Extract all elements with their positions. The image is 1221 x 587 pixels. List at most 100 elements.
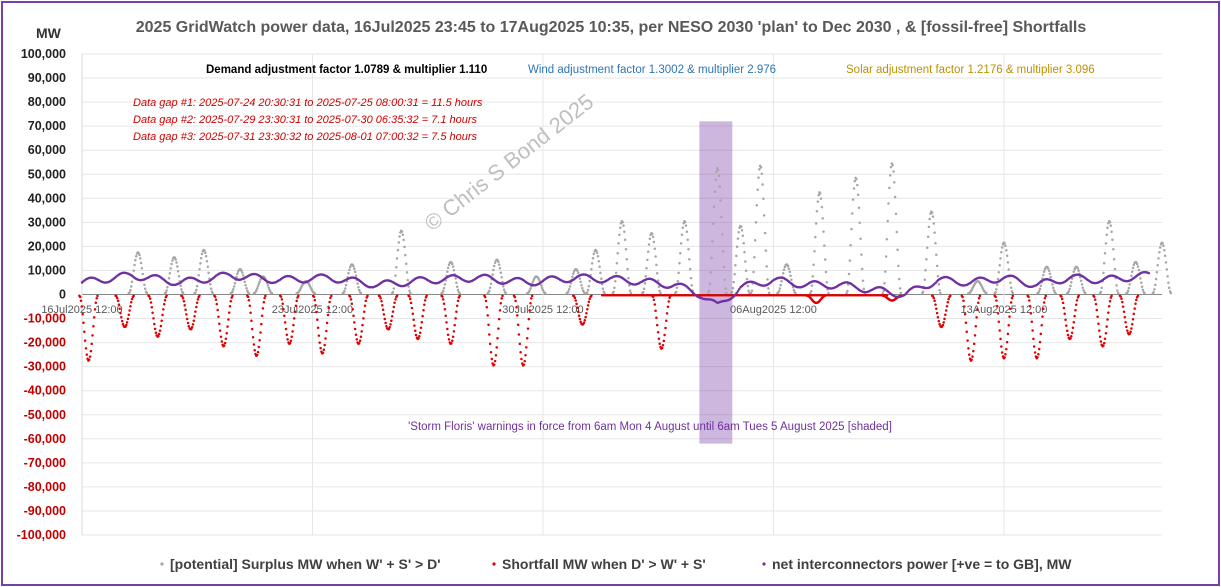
shortfall-point xyxy=(222,344,226,347)
y-tick-label: 50,000 xyxy=(28,167,66,181)
shortfall-point xyxy=(327,306,331,310)
shortfall-point xyxy=(362,310,366,314)
surplus-point xyxy=(851,198,855,201)
surplus-point xyxy=(937,283,941,286)
surplus-point xyxy=(709,271,712,274)
shortfall-point xyxy=(967,353,971,356)
shortfall-point xyxy=(655,316,658,319)
surplus-point xyxy=(651,235,655,239)
surplus-point xyxy=(654,255,657,258)
surplus-point xyxy=(357,288,361,292)
surplus-point xyxy=(1047,269,1051,272)
y-tick-label: -100,000 xyxy=(17,528,66,542)
shortfall-point xyxy=(524,353,527,357)
shortfall-point xyxy=(262,301,266,304)
shortfall-point xyxy=(935,307,938,310)
shortfall-point xyxy=(1010,296,1014,300)
shortfall-point xyxy=(1098,329,1101,332)
shortfall-point xyxy=(494,353,498,357)
surplus-point xyxy=(715,170,718,173)
surplus-point xyxy=(1167,281,1170,284)
surplus-point xyxy=(447,263,451,267)
shortfall-point xyxy=(932,296,936,300)
shortfall-point xyxy=(261,307,265,310)
shortfall-point xyxy=(390,319,393,322)
shortfall-point xyxy=(115,296,119,300)
surplus-point xyxy=(198,267,201,271)
surplus-point xyxy=(655,271,659,275)
surplus-point xyxy=(708,282,712,285)
shortfall-point xyxy=(655,323,659,327)
surplus-point xyxy=(1072,270,1076,274)
shortfall-point xyxy=(972,349,975,353)
shortfall-point xyxy=(395,294,399,298)
surplus-point xyxy=(740,228,744,232)
surplus-point xyxy=(166,286,169,289)
y-tick-label: 100,000 xyxy=(21,47,66,61)
surplus-point xyxy=(734,264,737,267)
surplus-point xyxy=(656,279,660,282)
shortfall-point xyxy=(259,331,262,334)
shortfall-point xyxy=(1060,295,1063,298)
shortfall-point xyxy=(92,325,95,328)
shortfall-point xyxy=(1005,347,1008,351)
shortfall-point xyxy=(495,346,498,349)
surplus-point xyxy=(586,288,590,292)
shortfall-point xyxy=(355,338,359,341)
shortfall-point xyxy=(527,317,531,321)
surplus-point xyxy=(883,282,886,285)
surplus-point xyxy=(579,280,582,284)
surplus-point xyxy=(927,225,931,229)
surplus-point xyxy=(581,286,584,290)
surplus-point xyxy=(811,275,815,278)
surplus-point xyxy=(851,212,854,215)
surplus-point xyxy=(714,178,717,182)
surplus-point xyxy=(646,258,649,262)
x-tick-label: 06Aug2025 12:00 xyxy=(730,304,817,316)
x-axis-ticks: 16Jul2025 12:00 23Jul2025 12:00 30Jul2025 … xyxy=(41,304,1047,316)
surplus-point xyxy=(707,292,710,295)
surplus-point xyxy=(899,291,903,295)
shortfall-point xyxy=(1102,344,1105,347)
shortfall-point xyxy=(995,299,998,302)
shortfall-point xyxy=(394,298,397,301)
surplus-point xyxy=(641,290,645,294)
surplus-point xyxy=(487,291,490,294)
surplus-point xyxy=(723,278,726,281)
surplus-point xyxy=(568,285,572,288)
shortfall-point xyxy=(258,339,261,342)
surplus-point xyxy=(313,292,317,295)
shortfall-point xyxy=(516,314,519,317)
shortfall-point xyxy=(417,337,420,340)
surplus-point xyxy=(400,230,404,233)
shortfall-point xyxy=(1133,307,1136,310)
surplus-point xyxy=(592,252,596,256)
shortfall-point xyxy=(513,295,517,299)
wind-annotation: Wind adjustment factor 1.3002 & multipli… xyxy=(528,64,776,76)
shortfall-point xyxy=(192,319,196,322)
shortfall-point xyxy=(357,341,361,345)
shortfall-point xyxy=(81,312,84,316)
shortfall-point xyxy=(998,329,1001,332)
shortfall-point xyxy=(181,295,184,298)
surplus-point xyxy=(762,214,766,217)
shortfall-point xyxy=(573,296,577,300)
shortfall-point xyxy=(280,298,284,301)
gap-note-1: Data gap #1: 2025-07-24 20:30:31 to 2025… xyxy=(133,97,483,109)
gap-note-3: Data gap #3: 2025-07-31 23:30:32 to 2025… xyxy=(133,131,478,143)
shortfall-point xyxy=(191,323,195,326)
shortfall-point xyxy=(313,298,317,302)
surplus-point xyxy=(442,286,446,290)
surplus-point xyxy=(648,237,652,240)
surplus-point xyxy=(255,287,259,290)
surplus-point xyxy=(1009,286,1013,290)
surplus-point xyxy=(398,235,401,238)
surplus-point xyxy=(195,288,198,292)
surplus-point xyxy=(756,188,759,192)
y-tick-label: 0 xyxy=(59,288,66,302)
shortfall-point xyxy=(149,301,153,304)
shortfall-point xyxy=(260,314,264,318)
shortfall-point xyxy=(973,334,977,337)
shortfall-point xyxy=(451,335,455,339)
surplus-point xyxy=(134,254,138,258)
